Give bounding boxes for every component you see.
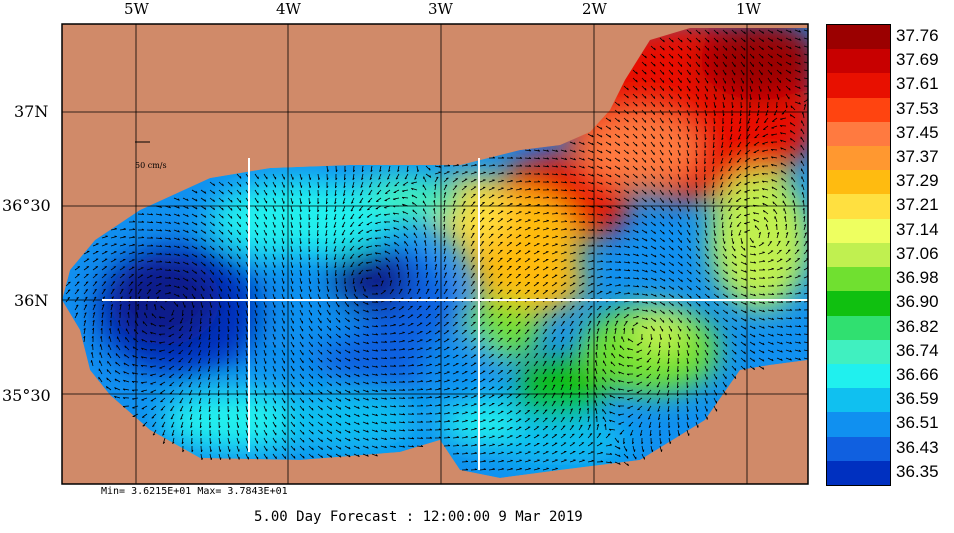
forecast-footer: 5.00 Day Forecast : 12:00:00 9 Mar 2019 (254, 509, 583, 525)
colorbar-swatch (827, 315, 890, 341)
colorbar-swatch (827, 388, 890, 413)
colorbar-label: 36.59 (896, 389, 939, 409)
colorbar-label: 37.29 (896, 171, 939, 191)
scale-label: 50 cm/s (135, 161, 167, 170)
colorbar-label: 37.76 (896, 26, 939, 45)
colorbar-swatch (827, 436, 890, 462)
lon-label-4w: 4W (276, 0, 301, 18)
colorbar-label: 37.06 (896, 243, 939, 263)
colorbar-swatch (827, 460, 890, 486)
colorbar-swatch (827, 267, 890, 292)
map-frame (61, 23, 809, 485)
lon-label-2w: 2W (582, 0, 607, 18)
colorbar-label: 37.37 (896, 147, 939, 167)
land-mask (62, 24, 808, 484)
colorbar (826, 24, 891, 486)
lat-label-36n: 36N (14, 291, 49, 310)
lon-label-3w: 3W (428, 0, 453, 18)
colorbar-swatch (827, 170, 890, 195)
colorbar-swatch (827, 412, 890, 438)
colorbar-label: 36.35 (896, 461, 939, 481)
colorbar-label: 36.98 (896, 268, 939, 288)
colorbar-swatch (827, 339, 890, 365)
colorbar-swatch (827, 363, 890, 389)
colorbar-label: 36.43 (896, 437, 939, 457)
colorbar-swatch (827, 121, 890, 147)
colorbar-label: 36.66 (896, 364, 939, 384)
lat-label-36-30: 36°30 (2, 196, 51, 215)
colorbar-swatch (827, 242, 890, 268)
lat-label-35-30: 35°30 (2, 386, 51, 405)
colorbar-label: 36.90 (896, 292, 939, 312)
colorbar-swatch (827, 146, 890, 171)
colorbar-swatch (827, 194, 890, 220)
colorbar-label: 37.45 (896, 122, 939, 142)
colorbar-label: 36.74 (896, 340, 939, 360)
lon-label-5w: 5W (124, 0, 149, 18)
colorbar-label: 36.51 (896, 413, 939, 433)
colorbar-swatch (827, 49, 890, 74)
colorbar-swatch (827, 73, 890, 99)
colorbar-swatch (827, 291, 890, 317)
colorbar-label: 37.61 (896, 74, 939, 94)
min-max-stats: Min= 3.6215E+01 Max= 3.7843E+01 (101, 486, 288, 497)
lon-label-1w: 1W (736, 0, 761, 18)
colorbar-label: 37.21 (896, 195, 939, 215)
lat-label-37n: 37N (14, 102, 49, 121)
colorbar-swatch (827, 97, 890, 123)
section-lines (102, 158, 808, 470)
colorbar-swatch (827, 218, 890, 244)
colorbar-swatch (827, 25, 890, 50)
colorbar-label: 36.82 (896, 316, 939, 336)
colorbar-label: 37.53 (896, 98, 939, 118)
colorbar-label: 37.69 (896, 50, 939, 70)
colorbar-label: 37.14 (896, 219, 939, 239)
